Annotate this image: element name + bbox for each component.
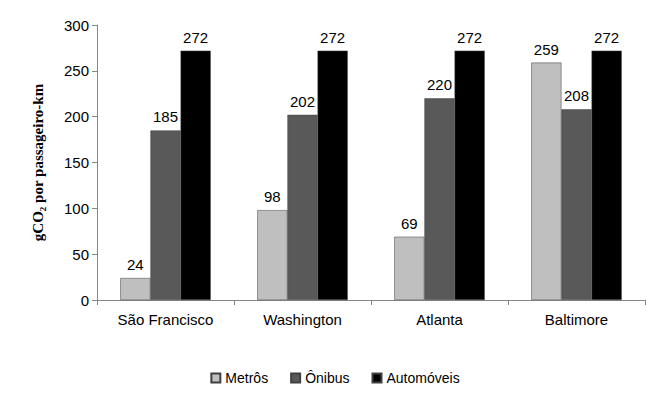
svg-text:185: 185 <box>153 108 178 125</box>
svg-text:272: 272 <box>183 29 208 46</box>
svg-text:Metrôs: Metrôs <box>225 370 268 386</box>
svg-text:272: 272 <box>594 29 619 46</box>
svg-text:250: 250 <box>64 62 89 79</box>
svg-text:272: 272 <box>457 29 482 46</box>
svg-text:50: 50 <box>72 246 89 263</box>
svg-text:200: 200 <box>64 108 89 125</box>
svg-text:300: 300 <box>64 17 89 34</box>
svg-text:202: 202 <box>290 93 315 110</box>
svg-text:Washington: Washington <box>263 311 342 328</box>
svg-text:150: 150 <box>64 154 89 171</box>
svg-text:0: 0 <box>81 292 89 309</box>
svg-text:259: 259 <box>534 41 559 58</box>
svg-text:São Francisco: São Francisco <box>118 311 214 328</box>
svg-text:Baltimore: Baltimore <box>545 311 608 328</box>
svg-text:220: 220 <box>427 76 452 93</box>
svg-text:Ônibus: Ônibus <box>305 370 349 386</box>
svg-text:gCO₂ por passageiro-km: gCO₂ por passageiro-km <box>30 83 46 241</box>
svg-text:Automóveis: Automóveis <box>387 370 460 386</box>
svg-text:24: 24 <box>127 256 144 273</box>
svg-text:98: 98 <box>264 188 281 205</box>
svg-text:Atlanta: Atlanta <box>416 311 463 328</box>
svg-text:208: 208 <box>564 87 589 104</box>
svg-text:100: 100 <box>64 200 89 217</box>
svg-text:69: 69 <box>401 215 418 232</box>
svg-text:272: 272 <box>320 29 345 46</box>
